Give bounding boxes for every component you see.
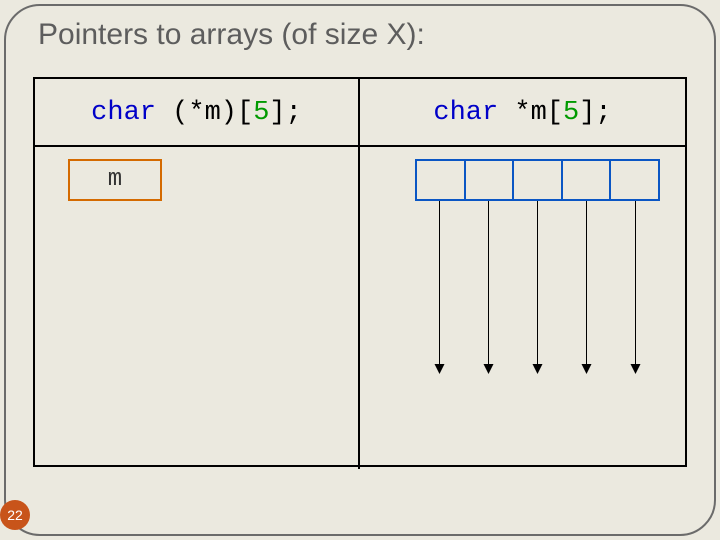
array-cell bbox=[563, 161, 612, 199]
body-cell-left: m bbox=[35, 147, 360, 469]
pointer-arrows bbox=[415, 201, 660, 376]
header-cell-left: char (*m)[5]; bbox=[35, 79, 360, 145]
number-literal: 5 bbox=[253, 98, 269, 128]
code-text: ]; bbox=[269, 98, 301, 128]
keyword: char bbox=[433, 98, 498, 128]
code-text: (*m)[ bbox=[156, 98, 253, 128]
code-text: *m[ bbox=[498, 98, 563, 128]
array-cell bbox=[611, 161, 658, 199]
array-cell bbox=[514, 161, 563, 199]
code-left: char (*m)[5]; bbox=[35, 79, 358, 147]
array-cell bbox=[417, 161, 466, 199]
pointer-m-box: m bbox=[68, 159, 162, 201]
body-cell-right bbox=[360, 147, 685, 469]
array-cell bbox=[466, 161, 515, 199]
header-cell-right: char *m[5]; bbox=[360, 79, 685, 145]
comparison-table: char (*m)[5]; char *m[5]; m bbox=[33, 77, 687, 467]
slide-number-badge: 22 bbox=[0, 500, 30, 530]
code-right: char *m[5]; bbox=[360, 79, 685, 147]
keyword: char bbox=[91, 98, 156, 128]
table-header-row: char (*m)[5]; char *m[5]; bbox=[35, 79, 685, 147]
code-text: ]; bbox=[579, 98, 611, 128]
array-box bbox=[415, 159, 660, 201]
table-body-row: m bbox=[35, 147, 685, 469]
number-literal: 5 bbox=[563, 98, 579, 128]
slide-title: Pointers to arrays (of size X): bbox=[38, 18, 425, 52]
